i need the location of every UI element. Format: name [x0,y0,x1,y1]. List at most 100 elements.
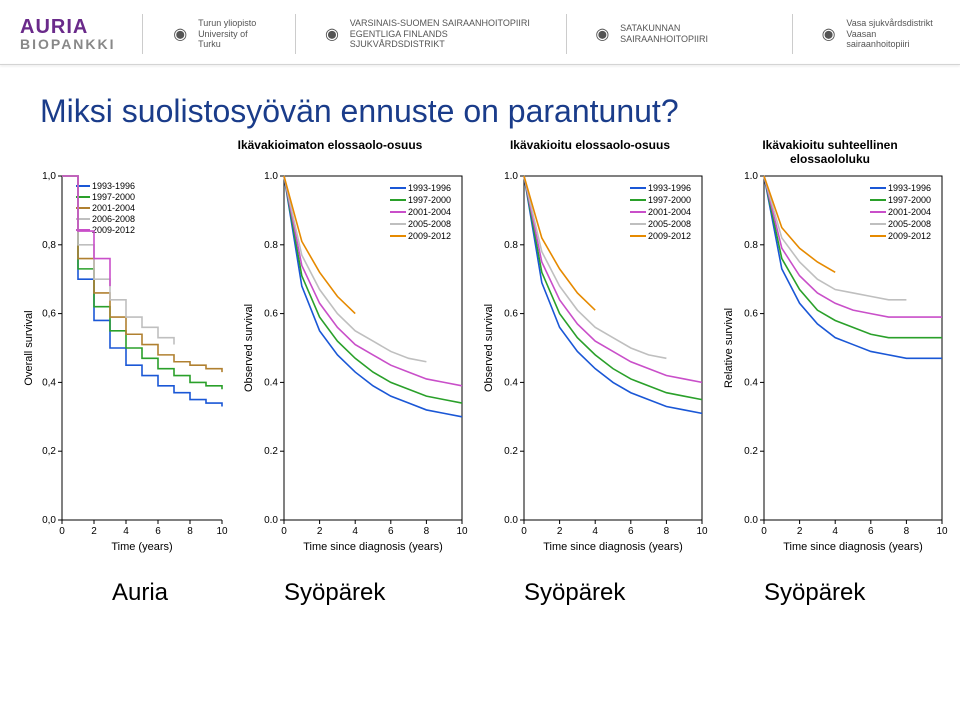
svg-text:1993-1996: 1993-1996 [408,183,451,193]
svg-text:4: 4 [352,526,358,537]
svg-text:Time since diagnosis (years): Time since diagnosis (years) [783,541,923,553]
syop-panel-3: 0.00.20.40.60.81.00246810Relative surviv… [720,170,950,615]
svg-text:1,0: 1,0 [42,171,56,182]
svg-text:2001-2004: 2001-2004 [888,207,931,217]
org-text: SATAKUNNAN SAIRAANHOITOPIIRI [620,23,768,45]
svg-text:0.0: 0.0 [264,515,278,526]
org-0: ◉Turun yliopistoUniversity of Turku [169,18,272,50]
syop-chart-2: 0.00.20.40.60.81.00246810Observed surviv… [480,170,710,610]
svg-text:0.4: 0.4 [504,377,518,388]
col-header-2: Ikävakioitu elossaolo-osuus [480,138,700,166]
svg-text:6: 6 [868,526,874,537]
svg-text:0: 0 [59,526,65,537]
svg-text:0.2: 0.2 [264,446,278,457]
svg-text:2001-2004: 2001-2004 [408,207,451,217]
svg-text:1997-2000: 1997-2000 [888,195,931,205]
auria-chart: 0,00,20,40,60,81,00246810Overall surviva… [20,170,230,610]
svg-text:2: 2 [557,526,563,537]
svg-text:8: 8 [664,526,670,537]
svg-text:2005-2008: 2005-2008 [888,219,931,229]
svg-text:0.6: 0.6 [264,309,278,320]
svg-text:0,4: 0,4 [42,377,56,388]
svg-text:4: 4 [592,526,598,537]
svg-text:0.6: 0.6 [504,309,518,320]
svg-text:0,8: 0,8 [42,240,56,251]
chart-row: 0,0 0,2 0,4 0,6 0,8 1,0 0 2 4 6 8 10 Overall surviva… [0,166,960,615]
svg-text:2001-2004: 2001-2004 [92,203,135,213]
svg-text:0.2: 0.2 [744,446,758,457]
svg-text:1997-2000: 1997-2000 [408,195,451,205]
svg-text:2: 2 [797,526,803,537]
svg-text:0: 0 [521,526,527,537]
svg-text:1997-2000: 1997-2000 [648,195,691,205]
header: AURIA BIOPANKKI ◉Turun yliopistoUniversi… [0,0,960,64]
svg-text:Overall survival: Overall survival [23,310,35,385]
auria-panel: 0,00,20,40,60,81,00246810Overall surviva… [20,170,230,615]
logo-top: AURIA [20,17,116,37]
svg-text:1997-2000: 1997-2000 [92,192,135,202]
svg-text:Auria: Auria [112,579,169,606]
svg-text:Observed survival: Observed survival [243,304,255,392]
auria-logo: AURIA BIOPANKKI [20,17,116,51]
svg-text:1.0: 1.0 [504,171,518,182]
svg-text:Syöpärek: Syöpärek [524,579,626,606]
svg-text:2005-2008: 2005-2008 [408,219,451,229]
svg-text:1.0: 1.0 [264,171,278,182]
svg-text:0,0: 0,0 [42,515,56,526]
svg-text:0.4: 0.4 [264,377,278,388]
svg-text:10: 10 [456,526,468,537]
svg-text:10: 10 [696,526,708,537]
logo-bottom: BIOPANKKI [20,37,116,51]
syop-panel-1: 0.00.20.40.60.81.00246810Observed surviv… [240,170,470,615]
svg-text:0.0: 0.0 [504,515,518,526]
svg-text:0: 0 [281,526,287,537]
svg-text:4: 4 [123,526,129,537]
header-divider [0,64,960,65]
svg-text:1.0: 1.0 [744,171,758,182]
svg-text:2009-2012: 2009-2012 [648,231,691,241]
svg-text:0.4: 0.4 [744,377,758,388]
svg-text:0.8: 0.8 [264,240,278,251]
svg-text:2005-2008: 2005-2008 [648,219,691,229]
svg-text:0,2: 0,2 [42,446,56,457]
column-header-row: Ikävakioimaton elossaolo-osuus Ikävakioi… [0,138,960,166]
col-header-1: Ikävakioimaton elossaolo-osuus [220,138,440,166]
svg-text:6: 6 [388,526,394,537]
svg-text:0: 0 [761,526,767,537]
svg-text:Time (years): Time (years) [111,541,172,553]
svg-text:2001-2004: 2001-2004 [648,207,691,217]
svg-text:2009-2012: 2009-2012 [92,225,135,235]
org-text: VARSINAIS-SUOMEN SAIRAANHOITOPIIRIEGENTL… [350,18,542,50]
svg-text:6: 6 [155,526,161,537]
svg-text:0.8: 0.8 [504,240,518,251]
svg-text:1993-1996: 1993-1996 [648,183,691,193]
org-1: ◉VARSINAIS-SUOMEN SAIRAANHOITOPIIRIEGENT… [320,18,541,50]
svg-text:Time since diagnosis (years): Time since diagnosis (years) [303,541,443,553]
org-3: ◉Vasa sjukvårdsdistriktVaasan sairaanhoi… [817,18,940,50]
slide: AURIA BIOPANKKI ◉Turun yliopistoUniversi… [0,0,960,720]
org-list: ◉Turun yliopistoUniversity of Turku◉VARS… [169,14,940,54]
svg-text:Syöpärek: Syöpärek [284,579,386,606]
svg-text:2009-2012: 2009-2012 [888,231,931,241]
org-text: Vasa sjukvårdsdistriktVaasan sairaanhoit… [846,18,940,50]
svg-text:0.8: 0.8 [744,240,758,251]
svg-text:1993-1996: 1993-1996 [92,181,135,191]
svg-text:2006-2008: 2006-2008 [92,214,135,224]
svg-text:8: 8 [904,526,910,537]
svg-text:Observed survival: Observed survival [483,304,495,392]
org-text: Turun yliopistoUniversity of Turku [198,18,271,50]
syop-panel-2: 0.00.20.40.60.81.00246810Observed surviv… [480,170,710,615]
svg-text:8: 8 [187,526,193,537]
svg-text:0,6: 0,6 [42,309,56,320]
header-separator [142,14,143,54]
svg-text:10: 10 [936,526,948,537]
org-icon: ◉ [591,22,615,46]
svg-text:0.0: 0.0 [744,515,758,526]
svg-text:0.6: 0.6 [744,309,758,320]
syop-chart-1: 0.00.20.40.60.81.00246810Observed surviv… [240,170,470,610]
slide-title: Miksi suolistosyövän ennuste on parantun… [0,75,960,138]
org-icon: ◉ [817,22,841,46]
svg-text:Syöpärek: Syöpärek [764,579,866,606]
svg-text:6: 6 [628,526,634,537]
svg-text:2009-2012: 2009-2012 [408,231,451,241]
